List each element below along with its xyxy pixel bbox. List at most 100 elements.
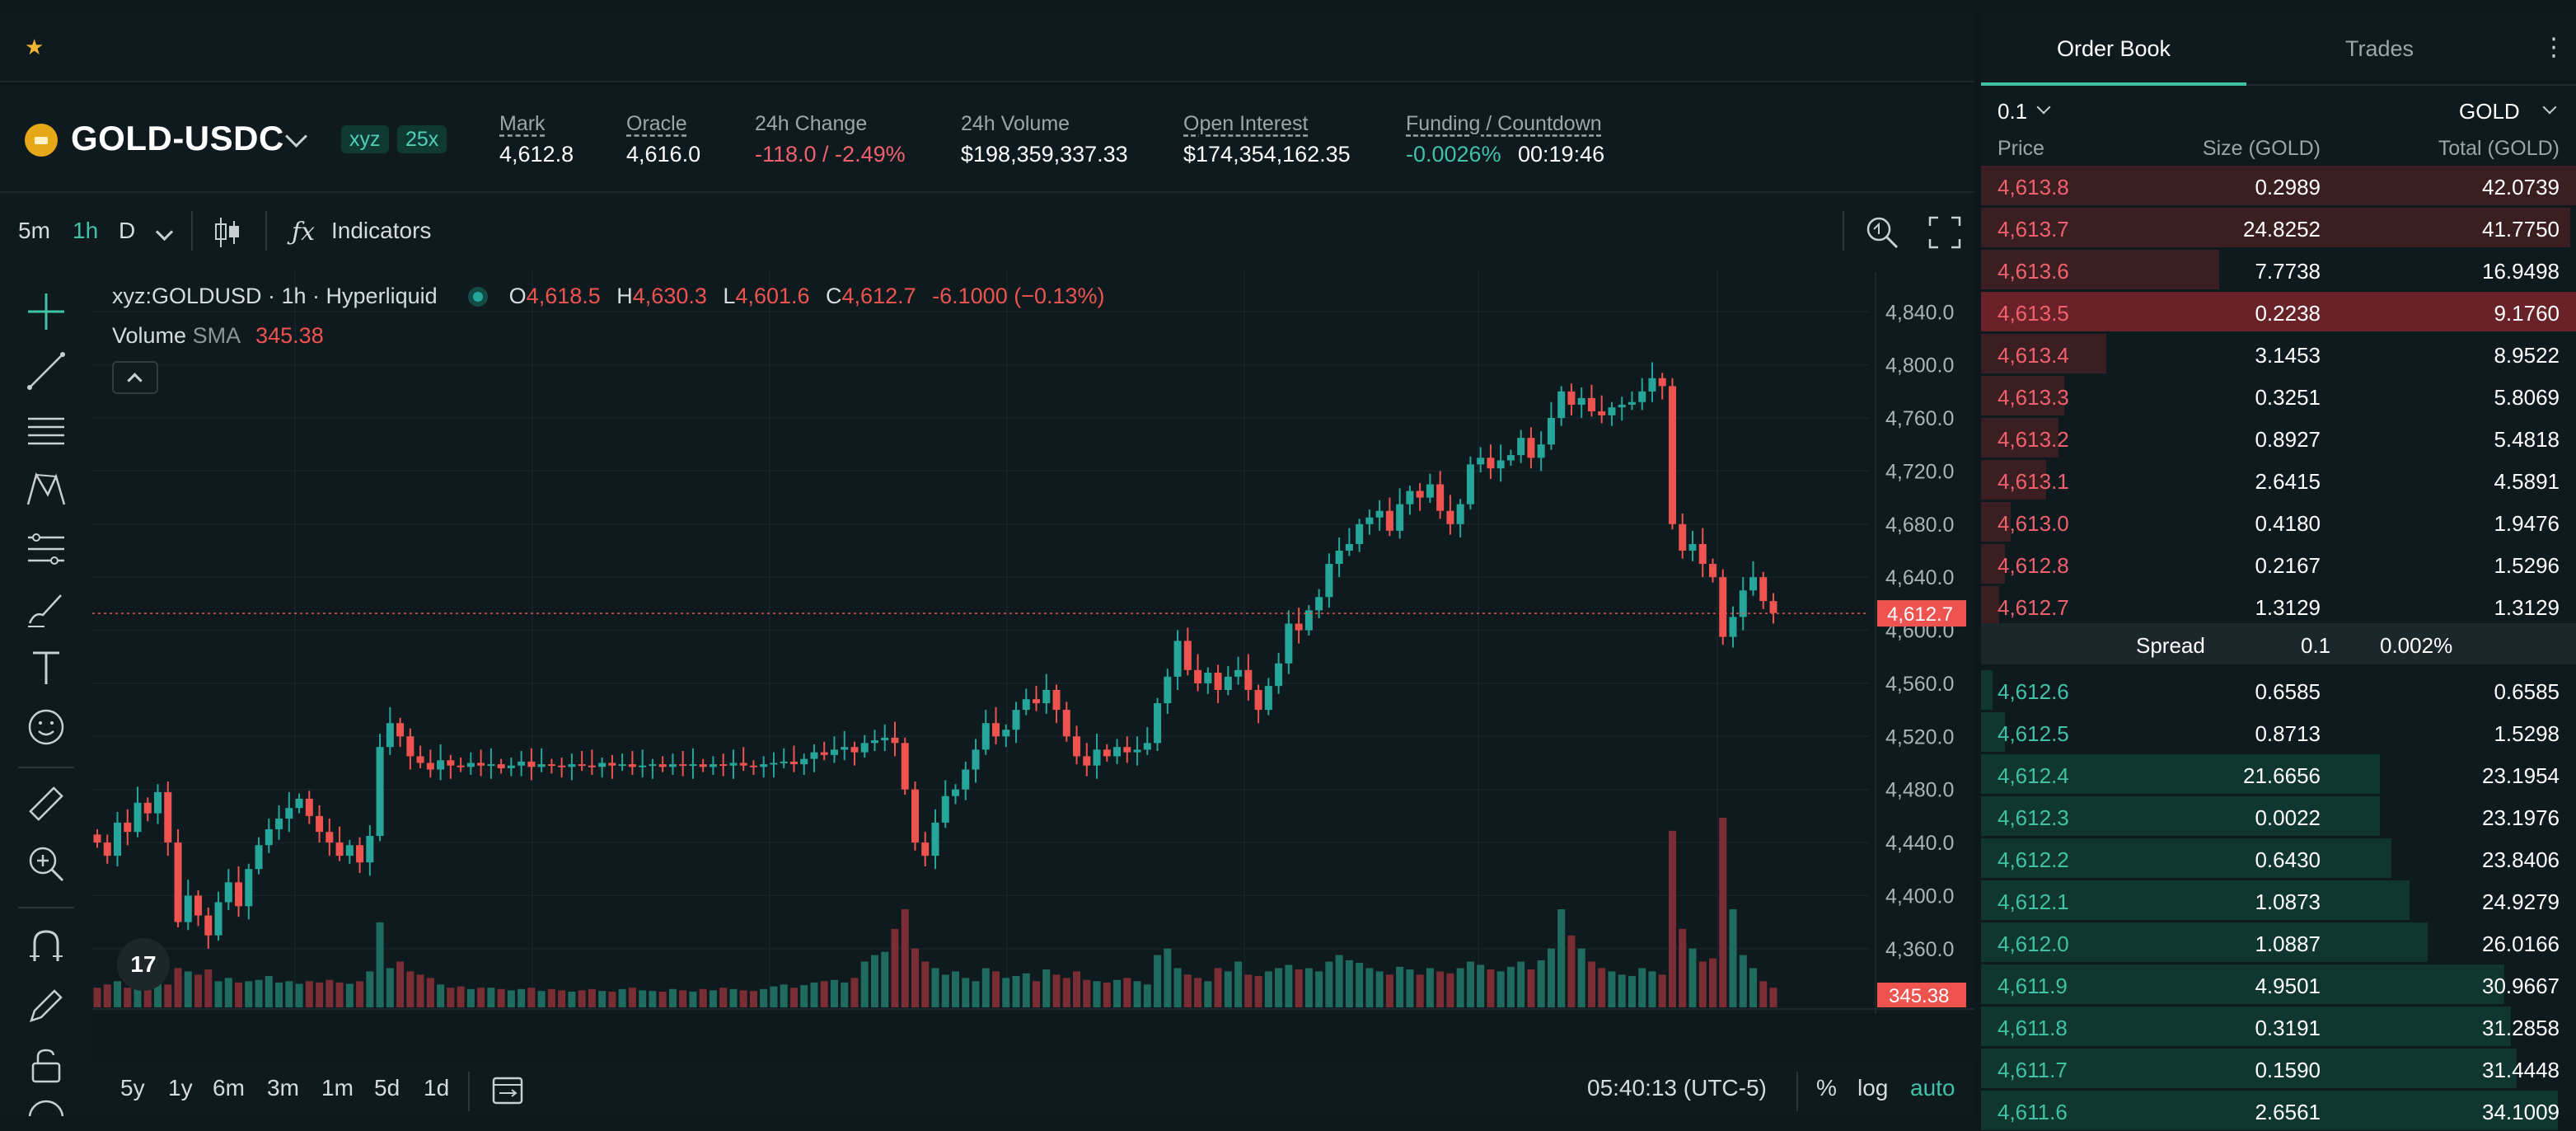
bid-row[interactable]: 4,612.3 0.0022 23.1976 xyxy=(1981,795,2576,837)
bid-row[interactable]: 4,611.6 2.6561 34.1009 xyxy=(1981,1090,2576,1131)
tab-order-book[interactable]: Order Book xyxy=(2057,36,2171,61)
magnet-icon[interactable] xyxy=(25,925,68,968)
date-range-icon[interactable] xyxy=(491,1073,524,1106)
candlestick-chart[interactable]: 4,840.0 4,800.0 4,760.0 4,720.0 4,680.0 4,640… xyxy=(92,272,1974,1045)
bid-row[interactable]: 4,612.1 1.0873 24.9279 xyxy=(1981,880,2576,921)
ask-row[interactable]: 4,613.3 0.3251 5.8069 xyxy=(1981,375,2576,416)
volume-bar xyxy=(780,984,788,1007)
ruler-icon[interactable] xyxy=(25,783,68,826)
ask-row[interactable]: 4,613.1 2.6415 4.5891 xyxy=(1981,459,2576,500)
volume-value-label: 345.38 xyxy=(1889,985,1949,1007)
bid-row[interactable]: 4,612.0 1.0887 26.0166 xyxy=(1981,922,2576,963)
chart-clock[interactable]: 05:40:13 (UTC-5) xyxy=(1587,1075,1767,1100)
price-chart[interactable]: 4,840.0 4,800.0 4,760.0 4,720.0 4,680.0 4,640… xyxy=(92,272,1974,1045)
ask-row[interactable]: 4,613.5 0.2238 9.1760 xyxy=(1981,291,2576,332)
volume-bar xyxy=(1285,964,1293,1007)
drawing-mode-icon[interactable] xyxy=(25,984,68,1027)
bid-row[interactable]: 4,611.8 0.3191 31.2858 xyxy=(1981,1006,2576,1047)
tab-trades[interactable]: Trades xyxy=(2345,36,2414,61)
volume-bar xyxy=(194,974,203,1007)
auto-scale-toggle[interactable]: auto xyxy=(1910,1075,1955,1100)
brush-icon[interactable] xyxy=(25,587,68,630)
spread-label: Spread xyxy=(2136,633,2205,658)
percent-scale-toggle[interactable]: % xyxy=(1816,1075,1837,1100)
candle-body xyxy=(255,845,263,870)
range-1y[interactable]: 1y xyxy=(168,1075,193,1100)
pattern-icon[interactable] xyxy=(25,468,68,511)
volume-bar xyxy=(1022,973,1030,1007)
ask-price: 4,613.8 xyxy=(1998,175,2069,199)
candle-body xyxy=(1022,699,1030,711)
replay-zoom-icon[interactable] xyxy=(1864,214,1900,251)
chevron-down-icon[interactable] xyxy=(285,125,307,148)
range-1m[interactable]: 1m xyxy=(321,1075,354,1100)
change-value: -118.0 / -2.49% xyxy=(755,142,906,167)
bid-row[interactable]: 4,612.6 0.6585 0.6585 xyxy=(1981,669,2576,711)
fullscreen-icon[interactable] xyxy=(1928,216,1961,249)
ask-row[interactable]: 4,613.0 0.4180 1.9476 xyxy=(1981,501,2576,542)
interval-1h[interactable]: 1h xyxy=(73,218,99,243)
fx-icon[interactable]: ƒx xyxy=(292,218,316,246)
candle-body xyxy=(1658,378,1666,387)
volume-bar xyxy=(1527,969,1535,1007)
candle-body xyxy=(1426,484,1434,498)
prediction-icon[interactable] xyxy=(25,528,68,570)
text-tool-icon[interactable] xyxy=(25,646,68,689)
bid-depth-bar xyxy=(1981,1007,2511,1046)
eye-icon[interactable] xyxy=(25,1096,68,1116)
candle-body xyxy=(1062,710,1070,737)
more-options-icon[interactable]: ⋮ xyxy=(2541,34,2566,61)
unit-select[interactable]: GOLD xyxy=(2459,99,2520,124)
ask-row[interactable]: 4,612.8 0.2167 1.5296 xyxy=(1981,543,2576,584)
ask-row[interactable]: 4,613.8 0.2989 42.0739 xyxy=(1981,165,2576,206)
interval-5m[interactable]: 5m xyxy=(18,218,50,243)
ask-row[interactable]: 4,613.2 0.8927 5.4818 xyxy=(1981,417,2576,458)
candle-body xyxy=(1173,641,1182,677)
bid-row[interactable]: 4,612.2 0.6430 23.8406 xyxy=(1981,838,2576,879)
interval-chevron-icon[interactable] xyxy=(155,223,174,242)
crosshair-icon[interactable] xyxy=(25,290,68,333)
trend-line-icon[interactable] xyxy=(25,350,68,392)
volume-bar xyxy=(1406,969,1414,1007)
ask-row[interactable]: 4,613.6 7.7738 16.9498 xyxy=(1981,249,2576,290)
indicators-button[interactable]: Indicators xyxy=(331,218,432,243)
tab-underline-track xyxy=(1981,84,2576,86)
collapse-legend-button[interactable] xyxy=(112,361,158,394)
fib-lines-icon[interactable] xyxy=(25,409,68,452)
symbol-name[interactable]: GOLD-USDC xyxy=(71,119,284,157)
candle-body xyxy=(1234,669,1243,677)
candle-body xyxy=(1679,523,1687,551)
range-1d[interactable]: 1d xyxy=(424,1075,450,1100)
tradingview-logo-icon[interactable]: 17 xyxy=(117,938,170,991)
range-6m[interactable]: 6m xyxy=(213,1075,245,1100)
bid-row[interactable]: 4,611.7 0.1590 31.4448 xyxy=(1981,1048,2576,1089)
volume-bar xyxy=(911,948,919,1007)
range-3m[interactable]: 3m xyxy=(267,1075,299,1100)
zoom-in-icon[interactable] xyxy=(25,842,68,885)
tick-size-select[interactable]: 0.1 xyxy=(1998,99,2028,124)
ask-price: 4,613.5 xyxy=(1998,301,2069,326)
range-5y[interactable]: 5y xyxy=(120,1075,145,1100)
bid-price: 4,611.7 xyxy=(1998,1058,2068,1082)
log-scale-toggle[interactable]: log xyxy=(1857,1075,1889,1100)
candle-body xyxy=(437,760,445,770)
volume-bar xyxy=(1426,968,1434,1007)
bid-row[interactable]: 4,611.9 4.9501 30.9667 xyxy=(1981,964,2576,1005)
tick-chevron-icon[interactable] xyxy=(2036,100,2051,115)
candle-body xyxy=(952,789,960,796)
emoji-icon[interactable] xyxy=(25,706,68,749)
candle-type-icon[interactable] xyxy=(213,216,242,249)
ask-price: 4,613.4 xyxy=(1998,343,2069,368)
range-5d[interactable]: 5d xyxy=(374,1075,400,1100)
ask-row[interactable]: 4,613.7 24.8252 41.7750 xyxy=(1981,207,2576,248)
lock-icon[interactable] xyxy=(25,1044,68,1086)
bid-row[interactable]: 4,612.4 21.6656 23.1954 xyxy=(1981,753,2576,795)
bid-row[interactable]: 4,612.5 0.8713 1.5298 xyxy=(1981,711,2576,753)
favorite-star-icon[interactable]: ★ xyxy=(25,35,44,59)
volume-bar xyxy=(1749,968,1757,1007)
ask-row[interactable]: 4,612.7 1.3129 1.3129 xyxy=(1981,585,2576,627)
ask-row[interactable]: 4,613.4 3.1453 8.9522 xyxy=(1981,333,2576,374)
interval-d[interactable]: D xyxy=(119,218,136,243)
candle-body xyxy=(457,765,465,767)
unit-chevron-icon[interactable] xyxy=(2542,100,2557,115)
